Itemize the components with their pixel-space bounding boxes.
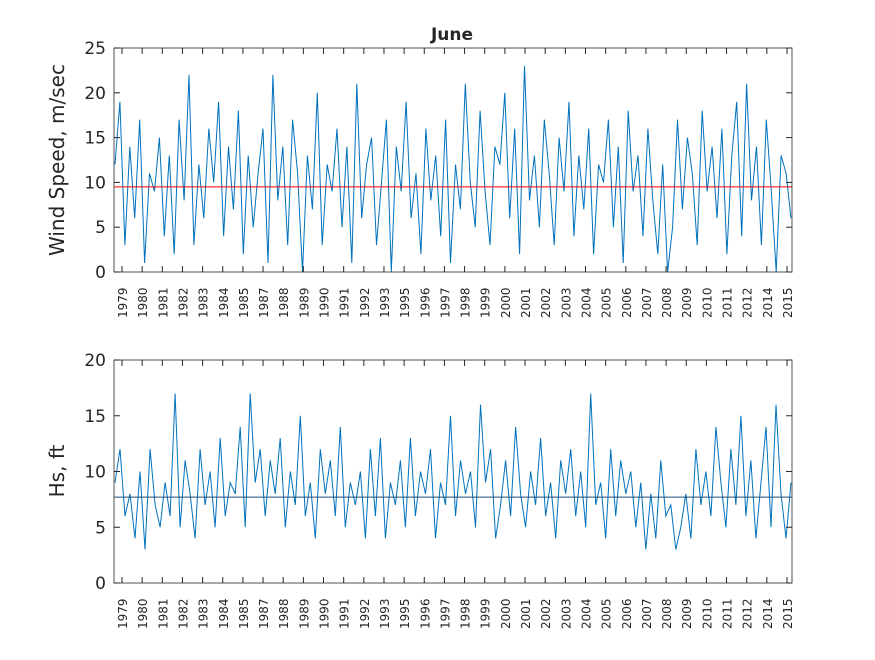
x-tick-label: 2003 [559,598,573,629]
y-tick-label: 5 [95,218,106,238]
chart-title: June [430,25,473,45]
x-tick-label: 1983 [197,598,211,629]
x-tick-label: 2006 [620,598,634,629]
x-tick-label: 2004 [579,287,593,318]
x-tick-label: 2000 [499,287,513,318]
x-tick-label: 1983 [197,287,211,318]
y-tick-label: 15 [84,407,106,427]
x-tick-label: 1995 [398,287,412,318]
x-tick-label: 2014 [761,287,775,318]
series-line [114,393,792,550]
x-tick-label: 1988 [277,287,291,318]
x-tick-label: 2006 [620,287,634,318]
x-tick-label: 1995 [398,598,412,629]
x-tick-label: 1979 [116,598,130,629]
x-tick-label: 1982 [176,598,190,629]
x-tick-label: 2014 [761,598,775,629]
x-tick-label: 1997 [438,598,452,629]
y-tick-label: 0 [95,574,106,594]
y-tick-label: 20 [84,351,106,371]
x-tick-label: 1987 [257,598,271,629]
x-tick-label: 1996 [418,287,432,318]
x-tick-label: 1996 [418,598,432,629]
x-tick-label: 1980 [136,598,150,629]
series-line [114,65,792,273]
x-tick-label: 1985 [237,287,251,318]
x-tick-label: 2012 [741,287,755,318]
x-tick-label: 1999 [479,287,493,318]
x-tick-label: 1998 [459,598,473,629]
x-tick-label: 2009 [680,598,694,629]
y-tick-label: 0 [95,263,106,283]
x-tick-label: 2009 [680,287,694,318]
x-tick-label: 2007 [640,287,654,318]
x-tick-label: 2007 [640,598,654,629]
x-tick-label: 2015 [781,287,795,318]
x-tick-label: 2001 [519,598,533,629]
y-tick-label: 10 [84,173,106,193]
axes-box [113,47,793,273]
x-tick-label: 1990 [318,287,332,318]
x-tick-label: 2008 [660,287,674,318]
x-tick-label: 2004 [579,598,593,629]
x-tick-label: 2011 [721,287,735,318]
y-tick-label: 25 [84,39,106,59]
x-tick-label: 1990 [318,598,332,629]
plot-area [114,48,792,272]
x-tick-label: 1989 [297,287,311,318]
x-tick-label: 1991 [338,287,352,318]
x-tick-label: 1988 [277,598,291,629]
x-tick-label: 2012 [741,598,755,629]
x-tick-label: 2000 [499,598,513,629]
x-tick-label: 1987 [257,287,271,318]
x-tick-label: 1981 [156,598,170,629]
x-tick-label: 1981 [156,287,170,318]
x-tick-label: 1979 [116,287,130,318]
x-tick-label: 1999 [479,598,493,629]
y-axis-label-wind: Wind Speed, m/sec [45,64,69,256]
x-tick-label: 2002 [539,287,553,318]
x-tick-label: 2008 [660,598,674,629]
y-tick-label: 15 [84,129,106,149]
x-tick-label: 1984 [217,287,231,318]
x-tick-label: 1993 [378,287,392,318]
x-tick-label: 2005 [600,287,614,318]
x-tick-label: 2015 [781,598,795,629]
x-tick-label: 1989 [297,598,311,629]
x-tick-label: 2003 [559,287,573,318]
y-axis-label-hs: Hs, ft [45,444,69,497]
x-tick-label: 1982 [176,287,190,318]
x-tick-label: 1980 [136,287,150,318]
x-tick-label: 1985 [237,598,251,629]
y-tick-label: 5 [95,518,106,538]
subplot-1: 0 5 10 15 20 1979 1980 1981 1982 1983 1984 1985 1987… [84,351,795,629]
x-tick-label: 2005 [600,598,614,629]
x-tick-label: 1991 [338,598,352,629]
x-tick-label: 2002 [539,598,553,629]
x-tick-label: 1992 [358,598,372,629]
x-tick-label: 2010 [700,598,714,629]
y-tick-label: 10 [84,463,106,483]
x-tick-label: 2001 [519,287,533,318]
x-tick-label: 1997 [438,287,452,318]
x-tick-label: 2011 [721,598,735,629]
x-tick-label: 1993 [378,598,392,629]
subplot-0: 0 5 10 15 20 25 1979 1980 1981 1982 1983 1984 1985 19… [84,39,795,318]
x-tick-label: 1998 [459,287,473,318]
x-tick-label: 1992 [358,287,372,318]
x-tick-label: 2010 [700,287,714,318]
y-tick-label: 20 [84,84,106,104]
x-tick-label: 1984 [217,598,231,629]
